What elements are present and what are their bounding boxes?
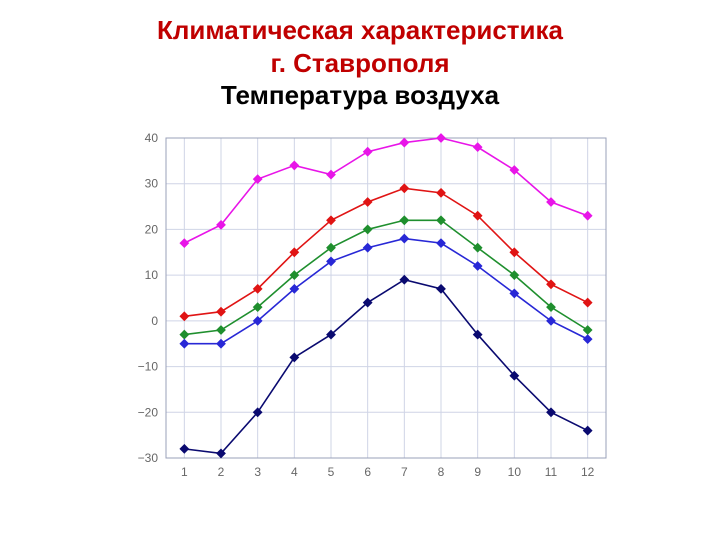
svg-text:11: 11 <box>545 465 558 479</box>
svg-text:−20: −20 <box>138 405 159 419</box>
svg-text:7: 7 <box>401 465 408 479</box>
svg-text:−10: −10 <box>138 360 159 374</box>
svg-text:3: 3 <box>254 465 261 479</box>
svg-text:5: 5 <box>328 465 335 479</box>
svg-text:2: 2 <box>218 465 225 479</box>
svg-text:12: 12 <box>581 465 595 479</box>
svg-text:9: 9 <box>474 465 481 479</box>
svg-text:40: 40 <box>145 131 159 145</box>
title-line2: г. Ставрополя <box>0 47 720 80</box>
svg-text:4: 4 <box>291 465 298 479</box>
chart-title-block: Климатическая характеристика г. Ставропо… <box>0 0 720 112</box>
line-chart: −30−20−10010203040123456789101112 <box>120 130 620 500</box>
svg-text:6: 6 <box>364 465 371 479</box>
title-line3: Температура воздуха <box>0 79 720 112</box>
svg-text:10: 10 <box>508 465 522 479</box>
chart-svg: −30−20−10010203040123456789101112 <box>120 130 620 500</box>
svg-text:0: 0 <box>151 314 158 328</box>
svg-text:1: 1 <box>181 465 188 479</box>
svg-text:10: 10 <box>145 268 159 282</box>
svg-text:8: 8 <box>438 465 445 479</box>
title-line1: Климатическая характеристика <box>0 14 720 47</box>
svg-text:30: 30 <box>145 177 159 191</box>
svg-text:−30: −30 <box>138 451 159 465</box>
svg-text:20: 20 <box>145 222 159 236</box>
